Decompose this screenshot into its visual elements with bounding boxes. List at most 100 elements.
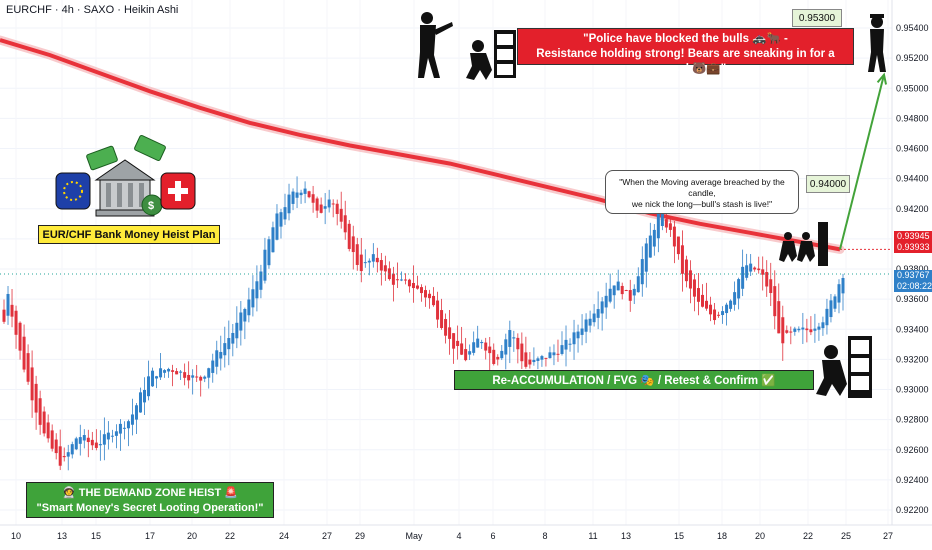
candle	[2, 299, 6, 324]
candle	[159, 353, 163, 380]
candle	[6, 285, 10, 325]
robber-icon	[816, 345, 847, 396]
candle	[143, 377, 147, 416]
candle	[118, 419, 122, 451]
candle	[191, 369, 195, 395]
candle	[580, 314, 584, 346]
ma-price-tag: 0.93945	[894, 231, 932, 242]
candle	[781, 305, 785, 361]
chart-grid	[0, 27, 892, 511]
candle	[339, 191, 343, 229]
candle	[22, 324, 26, 373]
candle	[171, 364, 175, 387]
candle	[106, 421, 110, 450]
candle	[355, 237, 359, 271]
candle	[46, 414, 50, 443]
x-tick-label: 17	[145, 531, 155, 541]
callout-line-2: we nick the long—bull's stash is live!"	[631, 199, 773, 209]
candle	[62, 447, 66, 462]
candle	[283, 193, 287, 225]
candle	[628, 279, 632, 312]
x-tick-label: 13	[57, 531, 67, 541]
candle	[114, 424, 118, 449]
candle	[636, 267, 640, 293]
candle	[769, 262, 773, 307]
x-tick-label: May	[405, 531, 423, 541]
candle	[30, 350, 34, 418]
candle	[624, 289, 628, 292]
candle	[10, 288, 14, 328]
candle	[492, 343, 496, 366]
candle	[476, 325, 480, 348]
candle	[203, 375, 207, 383]
candle	[183, 363, 187, 386]
candle	[263, 237, 267, 284]
candle	[741, 249, 745, 297]
heist-plan-label: EUR/CHF Bank Money Heist Plan	[38, 225, 220, 244]
candle	[484, 337, 488, 360]
candle	[26, 344, 30, 385]
candle	[287, 183, 291, 221]
candle	[102, 417, 106, 461]
candle	[729, 299, 733, 312]
x-tick-label: 11	[588, 531, 597, 541]
price-lines-layer	[0, 248, 892, 275]
candle	[66, 444, 70, 471]
candle	[648, 222, 652, 258]
candle	[672, 220, 676, 264]
x-tick-label: 10	[11, 531, 21, 541]
y-tick-label: 0.93000	[896, 385, 929, 395]
target-arrow-layer	[839, 72, 887, 250]
candle	[692, 274, 696, 312]
candle	[552, 344, 556, 366]
moving-average-line	[0, 38, 841, 252]
candle	[98, 430, 102, 461]
candle	[821, 316, 825, 336]
candle	[737, 277, 741, 310]
candle	[688, 260, 692, 304]
candle	[536, 356, 540, 370]
target-arrow-head	[876, 72, 887, 85]
candle	[604, 282, 608, 319]
x-tick-label: 6	[490, 531, 495, 541]
candle	[588, 310, 592, 333]
candle	[303, 181, 307, 204]
candle	[576, 324, 580, 353]
x-tick-label: 15	[674, 531, 684, 541]
candle	[448, 309, 452, 355]
candle	[335, 199, 339, 226]
candle	[86, 429, 90, 458]
candle	[18, 321, 22, 360]
candle	[34, 375, 38, 430]
candle	[516, 333, 520, 364]
candle	[175, 368, 179, 375]
candle	[319, 197, 323, 214]
candle	[700, 284, 704, 308]
candle	[343, 200, 347, 240]
candle	[399, 271, 403, 282]
candle	[680, 230, 684, 292]
candle	[540, 354, 544, 367]
candle	[721, 306, 725, 324]
x-tick-label: 27	[883, 531, 893, 541]
candle	[773, 270, 777, 330]
candle	[452, 333, 456, 364]
candle	[275, 204, 279, 241]
y-tick-label: 0.93400	[896, 324, 929, 334]
vault-icon	[848, 336, 872, 398]
candle	[219, 335, 223, 371]
x-tick-label: 15	[91, 531, 101, 541]
entry-price-tag: 0.94000	[806, 175, 850, 193]
x-tick-label: 20	[187, 531, 197, 541]
candle	[520, 332, 524, 370]
candle	[532, 347, 536, 366]
candle	[480, 339, 484, 349]
demand-line-1: 🧑‍🚀 THE DEMAND ZONE HEIST 🚨	[62, 487, 238, 499]
candle	[468, 344, 472, 360]
candle	[837, 279, 841, 314]
candle	[227, 320, 231, 366]
candle	[684, 255, 688, 288]
police-officer-icon	[868, 14, 886, 72]
candle	[789, 326, 793, 345]
